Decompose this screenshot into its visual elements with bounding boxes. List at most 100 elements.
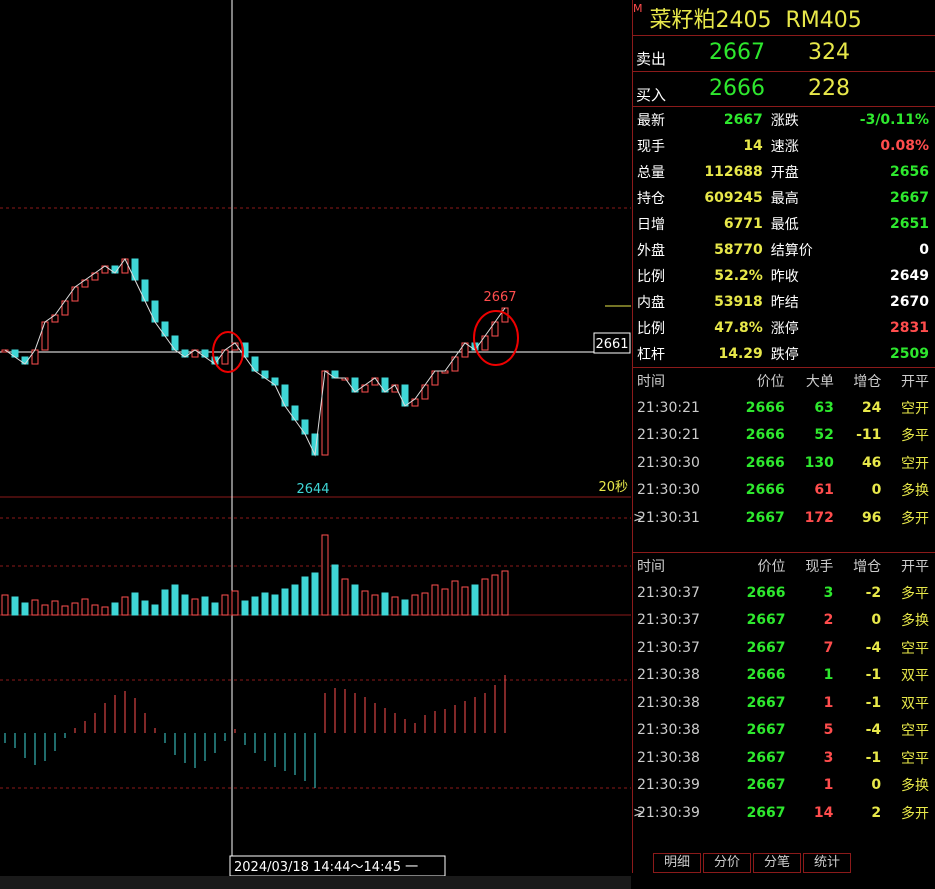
volume-bar xyxy=(421,592,429,616)
trade-cell: 21:30:38 xyxy=(637,667,700,684)
quote-row: 现手 14 速涨 0.08% xyxy=(633,133,933,159)
trade-cell: 21:30:39 xyxy=(637,777,700,794)
trade-cell: 2 xyxy=(823,612,834,629)
volume-bar xyxy=(291,584,299,616)
trade-cell: 空开 xyxy=(901,400,929,417)
quote-cell: 2667 xyxy=(890,190,929,206)
quote-row: 总量 112688 开盘 2656 xyxy=(633,159,933,185)
price: 2667 xyxy=(709,40,765,65)
trade-cell: 1 xyxy=(823,777,834,794)
header-cell: 开平 xyxy=(901,374,929,390)
volume-bar xyxy=(221,594,229,616)
quote-cell: 2651 xyxy=(890,216,929,232)
trade-row: 21:30:37 2666 3 -2 多平 xyxy=(633,579,933,607)
volume-bar xyxy=(501,570,509,616)
trade-cell: 多开 xyxy=(901,510,929,527)
ticks-table: 时间 价位 现手 增仓 开平 21:30:37 2666 3 -2 多平 21:30:37 2667 2… xyxy=(633,553,933,827)
volume-bar xyxy=(171,584,179,616)
quote-cell: 最高 xyxy=(770,191,799,207)
trade-cell: 0 xyxy=(871,777,882,794)
volume-bar xyxy=(51,600,59,616)
trade-cell: -1 xyxy=(865,694,882,711)
header-cell: 时间 xyxy=(637,559,665,575)
volume-bar xyxy=(301,576,309,616)
quote-cell: 日增 xyxy=(637,217,665,233)
trade-cell: 21:30:38 xyxy=(637,694,700,711)
trade-cell: 5 xyxy=(823,722,834,739)
trade-cell: -4 xyxy=(865,722,882,739)
trade-cell: 2667 xyxy=(746,722,786,739)
tab[interactable]: 分价 xyxy=(703,853,752,873)
quote-cell: 2649 xyxy=(890,268,929,284)
trade-row: 21:30:31 2667 172 96 多开 xyxy=(633,504,933,532)
volume-bar xyxy=(331,564,339,616)
sell: 卖出 2667 324 xyxy=(633,35,935,71)
volume-bar xyxy=(1,594,9,616)
tab[interactable]: 分笔 xyxy=(753,853,802,873)
quote-cell: 2831 xyxy=(890,320,929,336)
trade-cell: 2667 xyxy=(746,694,786,711)
trade-row: 21:30:30 2666 61 0 多换 xyxy=(633,477,933,505)
trade-row: 21:30:38 2667 5 -4 空平 xyxy=(633,717,933,745)
volume: 228 xyxy=(808,76,850,101)
price-line xyxy=(4,258,506,457)
header-cell: 现手 xyxy=(805,559,834,575)
trade-cell: 多开 xyxy=(901,805,929,822)
quote-cell: 112688 xyxy=(704,164,763,180)
trade-cell: 2667 xyxy=(746,639,786,656)
trade-cell: 21:30:39 xyxy=(633,799,727,827)
candle xyxy=(401,384,409,407)
trade-cell: 46 xyxy=(861,454,882,471)
highlight xyxy=(473,310,519,366)
tabs: 明细 分价 分笔 统计 xyxy=(653,853,852,873)
tab[interactable]: 明细 xyxy=(653,853,702,873)
volume-bar xyxy=(81,598,89,616)
quote-cell: 47.8% xyxy=(714,320,763,336)
volume-bar xyxy=(91,604,99,616)
volume-bar xyxy=(201,596,209,616)
buy: 买入 2666 228 xyxy=(633,71,935,106)
volume-bar xyxy=(371,594,379,616)
header-row: 时间 价位 现手 增仓 开平 xyxy=(633,553,933,579)
trade-cell: 21:30:31 xyxy=(633,504,727,532)
trade-cell: 2 xyxy=(871,804,882,821)
title-bar: M 菜籽粕2405 RM405 xyxy=(633,2,935,34)
trade-cell: -11 xyxy=(856,427,882,444)
volume-bar xyxy=(131,592,139,616)
candle xyxy=(281,384,289,407)
trade-cell: 7 xyxy=(823,639,834,656)
trade-cell: 多平 xyxy=(901,428,929,445)
label: 卖出 xyxy=(636,50,667,68)
tab[interactable]: 统计 xyxy=(803,853,852,873)
period: 20秒 xyxy=(598,480,628,495)
quote-cell: 比例 xyxy=(637,321,665,337)
trade-cell: 0 xyxy=(871,482,882,499)
header-cell: 价位 xyxy=(757,559,786,575)
quote-cell: 外盘 xyxy=(637,243,665,259)
marker: M xyxy=(633,2,643,15)
volume: 324 xyxy=(808,40,850,65)
trade-row: 21:30:38 2666 1 -1 双平 xyxy=(633,662,933,690)
price: 2666 xyxy=(709,76,765,101)
volume-bar xyxy=(241,600,249,616)
volume-bar xyxy=(211,602,219,616)
quote-cell: 速涨 xyxy=(770,139,799,155)
trade-cell: 14 xyxy=(813,804,834,821)
volume-bar xyxy=(151,604,159,616)
volume-bar xyxy=(31,599,39,616)
trade-cell: 0 xyxy=(871,612,882,629)
trade-cell: -1 xyxy=(865,749,882,766)
header-cell: 开平 xyxy=(901,559,929,575)
trade-cell: 52 xyxy=(814,427,834,444)
trade-cell: 1 xyxy=(823,694,834,711)
volume-bar xyxy=(231,590,239,616)
trade-cell: 多换 xyxy=(901,613,929,630)
volume-bar xyxy=(401,599,409,616)
volume-bar xyxy=(141,600,149,616)
trade-cell: -4 xyxy=(865,639,882,656)
low-label: 2644 xyxy=(296,482,329,497)
quote-cell: 0 xyxy=(919,242,929,258)
trade-row: 21:30:30 2666 130 46 空开 xyxy=(633,449,933,477)
volume-bar xyxy=(21,602,29,616)
